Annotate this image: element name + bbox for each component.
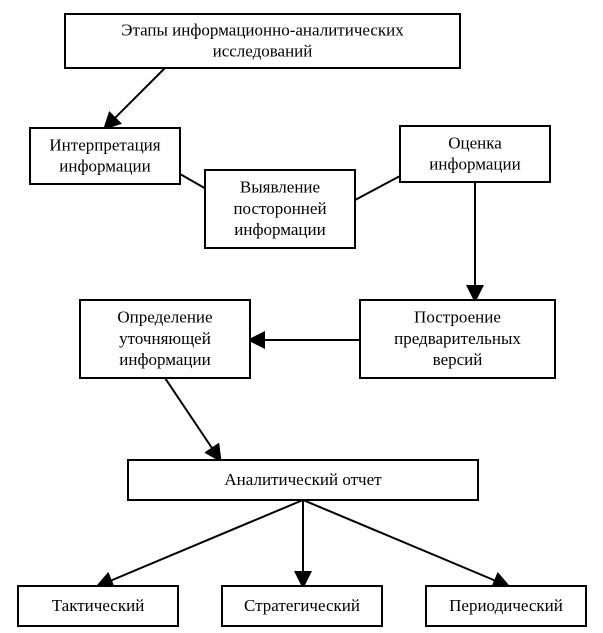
node-assess-label: Оценка [448,133,502,152]
node-report: Аналитический отчет [128,460,478,500]
node-clarify: Определение уточняющей информации [80,300,250,378]
node-clarify-label: Определение [117,308,212,327]
node-periodic-label: Периодический [449,596,563,615]
node-title: Этапы информационно-аналитических исследо… [65,14,460,68]
node-clarify-label: информации [119,350,210,369]
node-title-label: исследований [213,42,313,61]
node-versions-label: версий [433,350,483,369]
node-assess: Оценка информации [400,126,550,182]
node-title-label: Этапы информационно-аналитических [121,20,404,39]
node-clarify-label: уточняющей [119,329,211,348]
node-report-label: Аналитический отчет [224,470,382,489]
node-assess-label: информации [429,155,520,174]
node-foreign-label: посторонней [233,199,326,218]
node-tactical: Тактический [18,586,178,626]
node-versions-label: предварительных [394,329,521,348]
node-interp-label: Интерпретация [49,135,160,154]
edge [105,68,165,128]
node-periodic: Периодический [426,586,586,626]
node-versions: Построение предварительных версий [360,300,555,378]
node-versions-label: Построение [414,308,501,327]
edge [303,500,508,586]
node-interp-label: информации [59,157,150,176]
node-foreign-label: Выявление [240,178,320,197]
node-interp: Интерпретация информации [30,128,180,184]
flowchart: Этапы информационно-аналитических исследо… [0,0,603,633]
node-strategic: Стратегический [222,586,382,626]
node-foreign: Выявление посторонней информации [205,170,355,248]
edge [165,378,220,460]
node-foreign-label: информации [234,220,325,239]
edge [98,500,303,586]
node-strategic-label: Стратегический [244,596,360,615]
node-tactical-label: Тактический [52,596,145,615]
